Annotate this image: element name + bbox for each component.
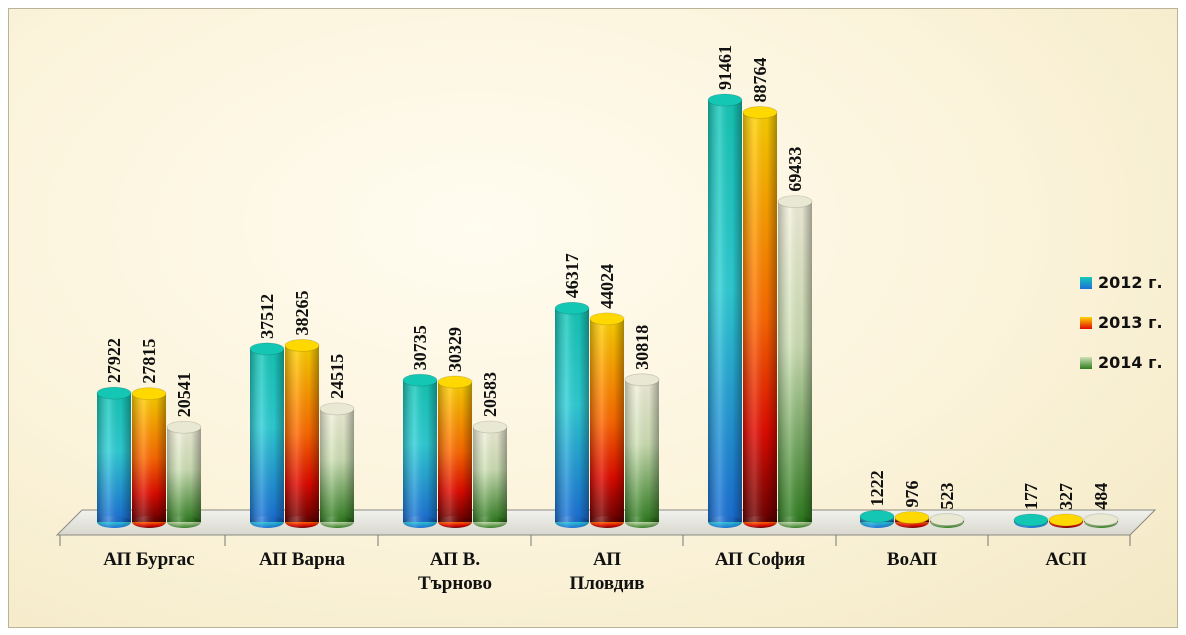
bar-2014г-1 — [319, 402, 355, 528]
bar-2014г-2 — [472, 420, 508, 528]
category-label: АСП — [1045, 549, 1086, 570]
legend-swatch — [1080, 317, 1092, 329]
data-label: 27922 — [104, 338, 124, 383]
category-label: АП — [593, 549, 621, 570]
data-label: 484 — [1091, 483, 1111, 510]
bar-2012г-2 — [402, 373, 438, 528]
bar-2012г-6 — [1013, 513, 1049, 528]
bar-2013г-6 — [1048, 513, 1084, 528]
data-label: 46317 — [562, 253, 582, 298]
data-label: 177 — [1021, 483, 1041, 510]
data-label: 20541 — [174, 372, 194, 417]
bar-2014г-5 — [929, 513, 965, 528]
category-label: АП Бургас — [103, 549, 195, 570]
bar-2014г-4 — [777, 195, 813, 528]
data-label: 24515 — [327, 354, 347, 399]
data-label: 1222 — [867, 470, 887, 506]
legend-label: 2014 г. — [1098, 353, 1163, 372]
legend-swatch — [1080, 277, 1092, 289]
x-axis-ticks — [59, 535, 1131, 546]
data-label: 88764 — [750, 57, 770, 102]
category-labels: АП Бургас АП Варна АП В. Търново АП Пловдив АП… — [103, 549, 1087, 594]
data-label: 38265 — [292, 290, 312, 335]
bar-2013г-3 — [589, 312, 625, 528]
bars — [96, 93, 1119, 528]
bar-2014г-3 — [624, 373, 660, 528]
data-label: 20583 — [480, 372, 500, 417]
legend-item: 2012 г. — [1080, 273, 1163, 292]
data-label: 91461 — [715, 45, 735, 90]
data-label: 69433 — [785, 147, 805, 192]
category-label: АП В. — [430, 549, 480, 570]
data-label: 30818 — [632, 325, 652, 370]
legend-item: 2014 г. — [1080, 353, 1163, 372]
bar-2012г-1 — [249, 342, 285, 528]
legend-swatch — [1080, 357, 1092, 369]
bar-2013г-1 — [284, 339, 320, 528]
category-label: Търново — [418, 573, 492, 594]
bar-2014г-0 — [166, 420, 202, 528]
category-label: Пловдив — [569, 573, 644, 594]
legend-item: 2013 г. — [1080, 313, 1163, 332]
category-label: АП София — [715, 549, 805, 570]
legend-label: 2012 г. — [1098, 273, 1163, 292]
bar-2012г-4 — [707, 93, 743, 528]
data-label: 27815 — [139, 339, 159, 384]
data-label: 327 — [1056, 483, 1076, 510]
data-label: 30329 — [445, 327, 465, 372]
bar-2013г-0 — [131, 387, 167, 528]
bar-2013г-2 — [437, 375, 473, 528]
bar-2013г-5 — [894, 511, 930, 528]
data-label: 30735 — [410, 325, 430, 370]
category-label: ВоАП — [887, 549, 937, 570]
category-label: АП Варна — [259, 549, 345, 570]
bar-2013г-4 — [742, 106, 778, 528]
legend: 2012 г. 2013 г. 2014 г. — [1080, 273, 1163, 372]
bar-2012г-3 — [554, 301, 590, 528]
data-label: 976 — [902, 480, 922, 507]
data-labels: 27922 27815 20541 37512 38265 24515 30735 30329… — [104, 45, 1111, 510]
data-label: 37512 — [257, 294, 277, 339]
legend-label: 2013 г. — [1098, 313, 1163, 332]
bar-2012г-5 — [859, 509, 895, 528]
data-label: 44024 — [597, 264, 617, 309]
bar-2012г-0 — [96, 386, 132, 528]
data-label: 523 — [937, 483, 957, 510]
bar-2014г-6 — [1083, 513, 1119, 528]
